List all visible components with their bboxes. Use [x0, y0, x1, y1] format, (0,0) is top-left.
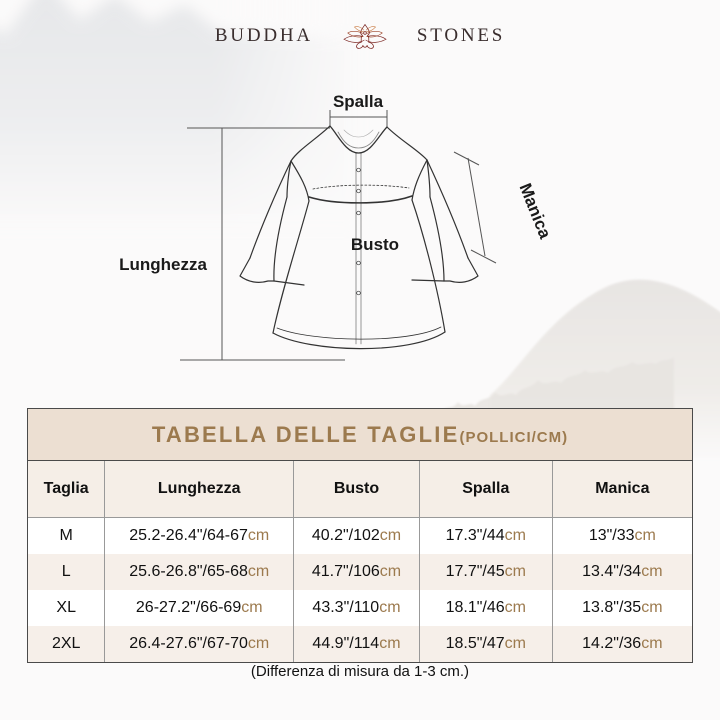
svg-text:Spalla: Spalla — [333, 92, 384, 111]
svg-text:Busto: Busto — [351, 235, 399, 254]
svg-text:Lunghezza: Lunghezza — [119, 255, 207, 274]
svg-text:Manica: Manica — [515, 181, 554, 242]
